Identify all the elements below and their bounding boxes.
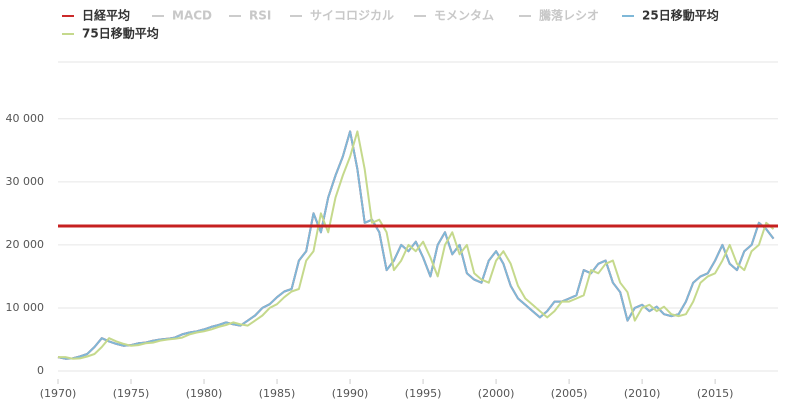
- x-tick-label: (1985): [259, 387, 296, 400]
- legend-label[interactable]: MACD: [172, 9, 212, 23]
- x-tick-label: (2000): [478, 387, 515, 400]
- x-tick-label: (2015): [697, 387, 734, 400]
- x-tick-label: (1995): [405, 387, 442, 400]
- series-line: [58, 130, 775, 360]
- y-tick-label: 30 000: [6, 175, 45, 188]
- legend-label[interactable]: 日経平均: [82, 8, 130, 23]
- legend-label[interactable]: サイコロジカル: [310, 9, 394, 23]
- x-tick-label: (1975): [113, 387, 150, 400]
- legend-label[interactable]: 75日移動平均: [82, 26, 159, 41]
- legend-label[interactable]: 騰落レシオ: [539, 8, 599, 23]
- x-tick-label: (1970): [40, 387, 77, 400]
- y-tick-label: 40 000: [6, 112, 45, 125]
- y-tick-label: 0: [37, 364, 44, 377]
- x-tick-label: (1990): [332, 387, 369, 400]
- x-tick-label: (2005): [551, 387, 588, 400]
- legend-label[interactable]: モメンタム: [434, 9, 494, 23]
- y-tick-label: 20 000: [6, 238, 45, 251]
- legend-label[interactable]: RSI: [249, 9, 271, 23]
- x-tick-label: (2010): [624, 387, 661, 400]
- legend-label[interactable]: 25日移動平均: [642, 8, 719, 23]
- y-tick-label: 10 000: [6, 301, 45, 314]
- x-tick-label: (1980): [186, 387, 223, 400]
